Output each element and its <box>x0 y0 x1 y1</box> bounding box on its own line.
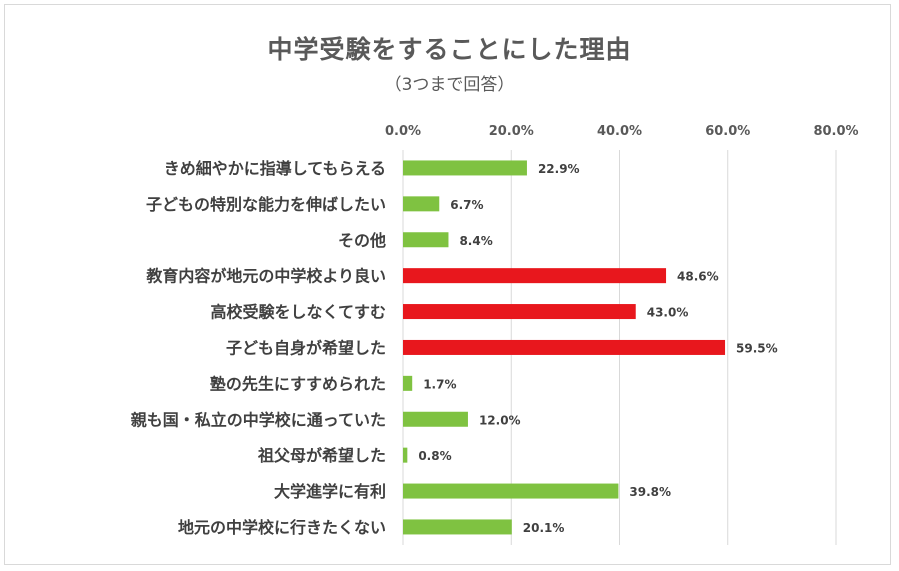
bar <box>403 447 408 463</box>
data-label: 0.8% <box>418 449 451 463</box>
x-tick-label: 0.0% <box>385 124 421 139</box>
bar <box>403 268 667 284</box>
gridlines <box>402 150 837 545</box>
bar <box>403 196 440 212</box>
bar <box>403 483 619 499</box>
data-label: 6.7% <box>450 198 483 212</box>
chart-frame <box>4 4 891 565</box>
data-label: 22.9% <box>538 162 580 176</box>
data-label: 12.0% <box>479 413 521 427</box>
x-tick-label: 60.0% <box>705 124 750 139</box>
category-label: 大学進学に有利 <box>274 482 386 501</box>
x-tick-label: 80.0% <box>813 124 858 139</box>
bar <box>403 304 636 320</box>
bar <box>403 160 527 176</box>
bars <box>403 160 726 535</box>
bar <box>403 232 449 248</box>
value-labels: 22.9% 6.7% 8.4% 48.6% 43.0% 59.5% 1.7% 12.0% 0.8… <box>418 162 777 535</box>
data-label: 48.6% <box>677 270 719 284</box>
category-label: 祖父母が希望した <box>257 446 386 465</box>
data-label: 1.7% <box>423 377 456 391</box>
category-label: 地元の中学校に行きたくない <box>178 518 386 537</box>
data-label: 8.4% <box>459 234 492 248</box>
chart-subtitle: （3つまで回答） <box>384 75 515 95</box>
data-label: 59.5% <box>736 341 778 355</box>
x-tick-label: 40.0% <box>597 124 642 139</box>
category-label: きめ細やかに指導してもらえる <box>164 159 386 178</box>
category-label: 高校受験をしなくてすむ <box>210 303 386 322</box>
bar <box>403 411 468 427</box>
category-label: 親も国・私立の中学校に通っていた <box>131 410 386 429</box>
category-label: 塾の先生にすすめられた <box>210 374 386 393</box>
data-label: 20.1% <box>523 521 565 535</box>
category-label: 子ども自身が希望した <box>226 338 386 357</box>
chart-title: 中学受験をすることにした理由 <box>267 35 632 64</box>
bar <box>403 519 512 535</box>
bar <box>403 375 413 391</box>
data-label: 39.8% <box>629 485 671 499</box>
bar <box>403 339 726 355</box>
x-axis-ticks: 0.0% 20.0% 40.0% 60.0% 80.0% <box>385 124 859 139</box>
category-label: 教育内容が地元の中学校より良い <box>146 267 386 286</box>
x-tick-label: 20.0% <box>489 124 534 139</box>
category-labels: きめ細やかに指導してもらえる子どもの特別な能力を伸ばしたいその他教育内容が地元の… <box>131 159 386 537</box>
category-label: その他 <box>338 231 386 250</box>
data-label: 43.0% <box>647 306 689 320</box>
category-label: 子どもの特別な能力を伸ばしたい <box>146 195 386 214</box>
